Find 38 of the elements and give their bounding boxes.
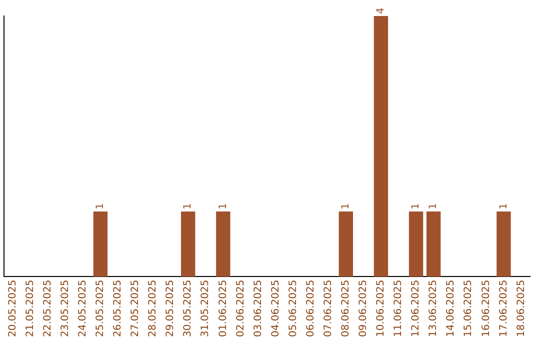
x-tick-label: 11.06.2025 — [393, 280, 404, 338]
x-tick-label: 22.05.2025 — [42, 280, 54, 338]
data-label: 1 — [95, 203, 106, 210]
x-tick-label: 23.05.2025 — [60, 280, 71, 338]
data-label: 1 — [410, 203, 422, 210]
x-tick-label: 28.05.2025 — [148, 280, 159, 338]
x-tick-label: 30.05.2025 — [182, 280, 194, 338]
x-tick-label: 16.06.2025 — [480, 280, 492, 338]
data-label: 1 — [428, 203, 440, 210]
x-tick-label: 18.06.2025 — [516, 280, 527, 338]
x-tick-label: 14.06.2025 — [446, 280, 457, 338]
x-tick-label: 24.05.2025 — [77, 280, 88, 338]
x-tick-label: 07.06.2025 — [322, 280, 334, 338]
x-tick-label: 21.05.2025 — [24, 280, 36, 338]
x-tick-label: 15.06.2025 — [463, 280, 474, 338]
x-tick-label: 20.05.2025 — [7, 280, 18, 338]
x-tick-label: 27.05.2025 — [130, 280, 142, 338]
data-label: 1 — [182, 203, 194, 210]
x-tick-label: 29.05.2025 — [165, 280, 176, 338]
x-tick-label: 13.06.2025 — [428, 280, 440, 338]
x-tick-label: 09.06.2025 — [358, 280, 370, 338]
data-label: 1 — [218, 203, 229, 210]
x-tick-label: 01.06.2025 — [218, 280, 229, 338]
x-tick-label: 25.05.2025 — [95, 280, 106, 338]
data-label: 4 — [376, 8, 387, 14]
x-tick-label: 26.05.2025 — [112, 280, 124, 338]
data-label: 1 — [340, 203, 352, 210]
x-tick-label: 08.06.2025 — [340, 280, 352, 338]
x-tick-label: 12.06.2025 — [410, 280, 422, 338]
x-tick-label: 10.06.2025 — [376, 280, 387, 338]
data-label: 1 — [498, 203, 510, 210]
x-tick-label: 31.05.2025 — [200, 280, 212, 338]
x-tick-label: 17.06.2025 — [498, 280, 510, 338]
x-tick-label: 02.06.2025 — [235, 280, 246, 338]
x-tick-label: 05.06.2025 — [288, 280, 299, 338]
x-tick-label: 03.06.2025 — [252, 280, 264, 338]
x-tick-label: 06.06.2025 — [305, 280, 316, 338]
x-tick-label: 04.06.2025 — [270, 280, 282, 338]
